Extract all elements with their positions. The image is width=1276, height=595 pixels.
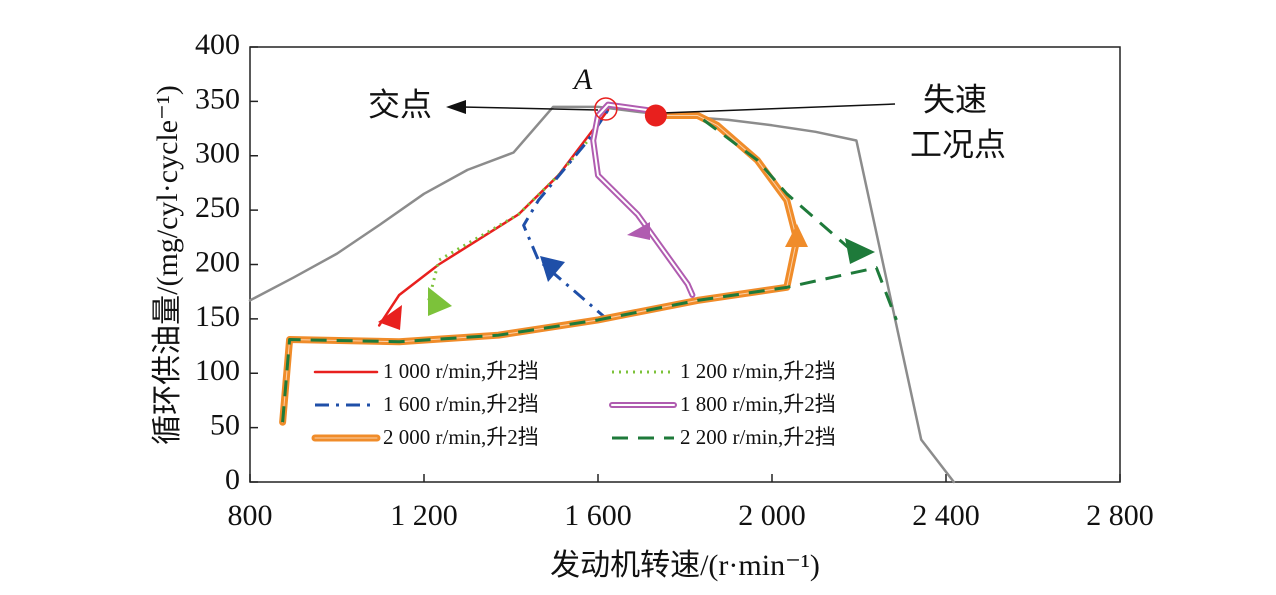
series-line	[248, 105, 956, 484]
legend-label: 1 600 r/min,升2挡	[383, 392, 539, 416]
annotation: 失速	[923, 81, 987, 117]
series-line	[590, 101, 696, 298]
legend-label: 2 200 r/min,升2挡	[680, 425, 836, 449]
arrowhead	[845, 238, 875, 264]
y-tick-label: 350	[195, 82, 240, 115]
legend-label: 2 000 r/min,升2挡	[383, 425, 539, 449]
x-tick-label: 800	[228, 499, 273, 532]
y-axis-title: 循环供油量/(mg/cyl·cycle⁻¹)	[151, 85, 184, 445]
annotation-line	[661, 103, 896, 114]
point-label: A	[572, 63, 593, 96]
y-tick-label: 0	[225, 463, 240, 496]
legend: 1 000 r/min,升2挡 1 200 r/min,升2挡 1 600 r/mi…	[311, 359, 836, 449]
ticks: 800 1 200 1 600 2 000 2 400 2 800 0 50 100 150 200…	[195, 28, 1154, 532]
x-axis-title: 发动机转速/(r·min⁻¹)	[550, 549, 820, 582]
legend-label: 1 200 r/min,升2挡	[680, 359, 836, 383]
y-tick-label: 150	[195, 300, 240, 333]
y-tick-label: 50	[210, 409, 240, 442]
legend-label: 1 000 r/min,升2挡	[383, 359, 539, 383]
series-line	[427, 139, 590, 301]
x-tick-label: 1 600	[564, 499, 632, 532]
series-line	[281, 114, 898, 423]
intersection-marker	[594, 97, 618, 121]
legend-label: 1 800 r/min,升2挡	[680, 392, 836, 416]
series-line-inner	[592, 103, 694, 296]
arrowhead	[446, 100, 466, 114]
y-tick-label: 250	[195, 191, 240, 224]
arrowhead	[785, 224, 808, 247]
annotation: 交点	[368, 86, 432, 122]
x-tick-label: 2 000	[738, 499, 806, 532]
arrowhead	[428, 287, 452, 316]
y-tick-label: 300	[195, 137, 240, 170]
x-tick-label: 2 800	[1086, 499, 1154, 532]
annotation: 工况点	[910, 126, 1006, 162]
y-tick-label: 200	[195, 245, 240, 278]
stall-point	[644, 104, 667, 127]
x-tick-label: 2 400	[912, 499, 980, 532]
lines	[248, 101, 956, 484]
arrowhead	[378, 305, 402, 330]
x-tick-label: 1 200	[390, 499, 458, 532]
arrowhead	[627, 222, 650, 240]
y-tick-label: 100	[195, 354, 240, 387]
y-tick-label: 400	[195, 28, 240, 61]
arrowhead	[540, 256, 565, 282]
markers	[594, 97, 667, 127]
annotation-arrow	[461, 106, 599, 111]
series-line	[377, 108, 610, 327]
